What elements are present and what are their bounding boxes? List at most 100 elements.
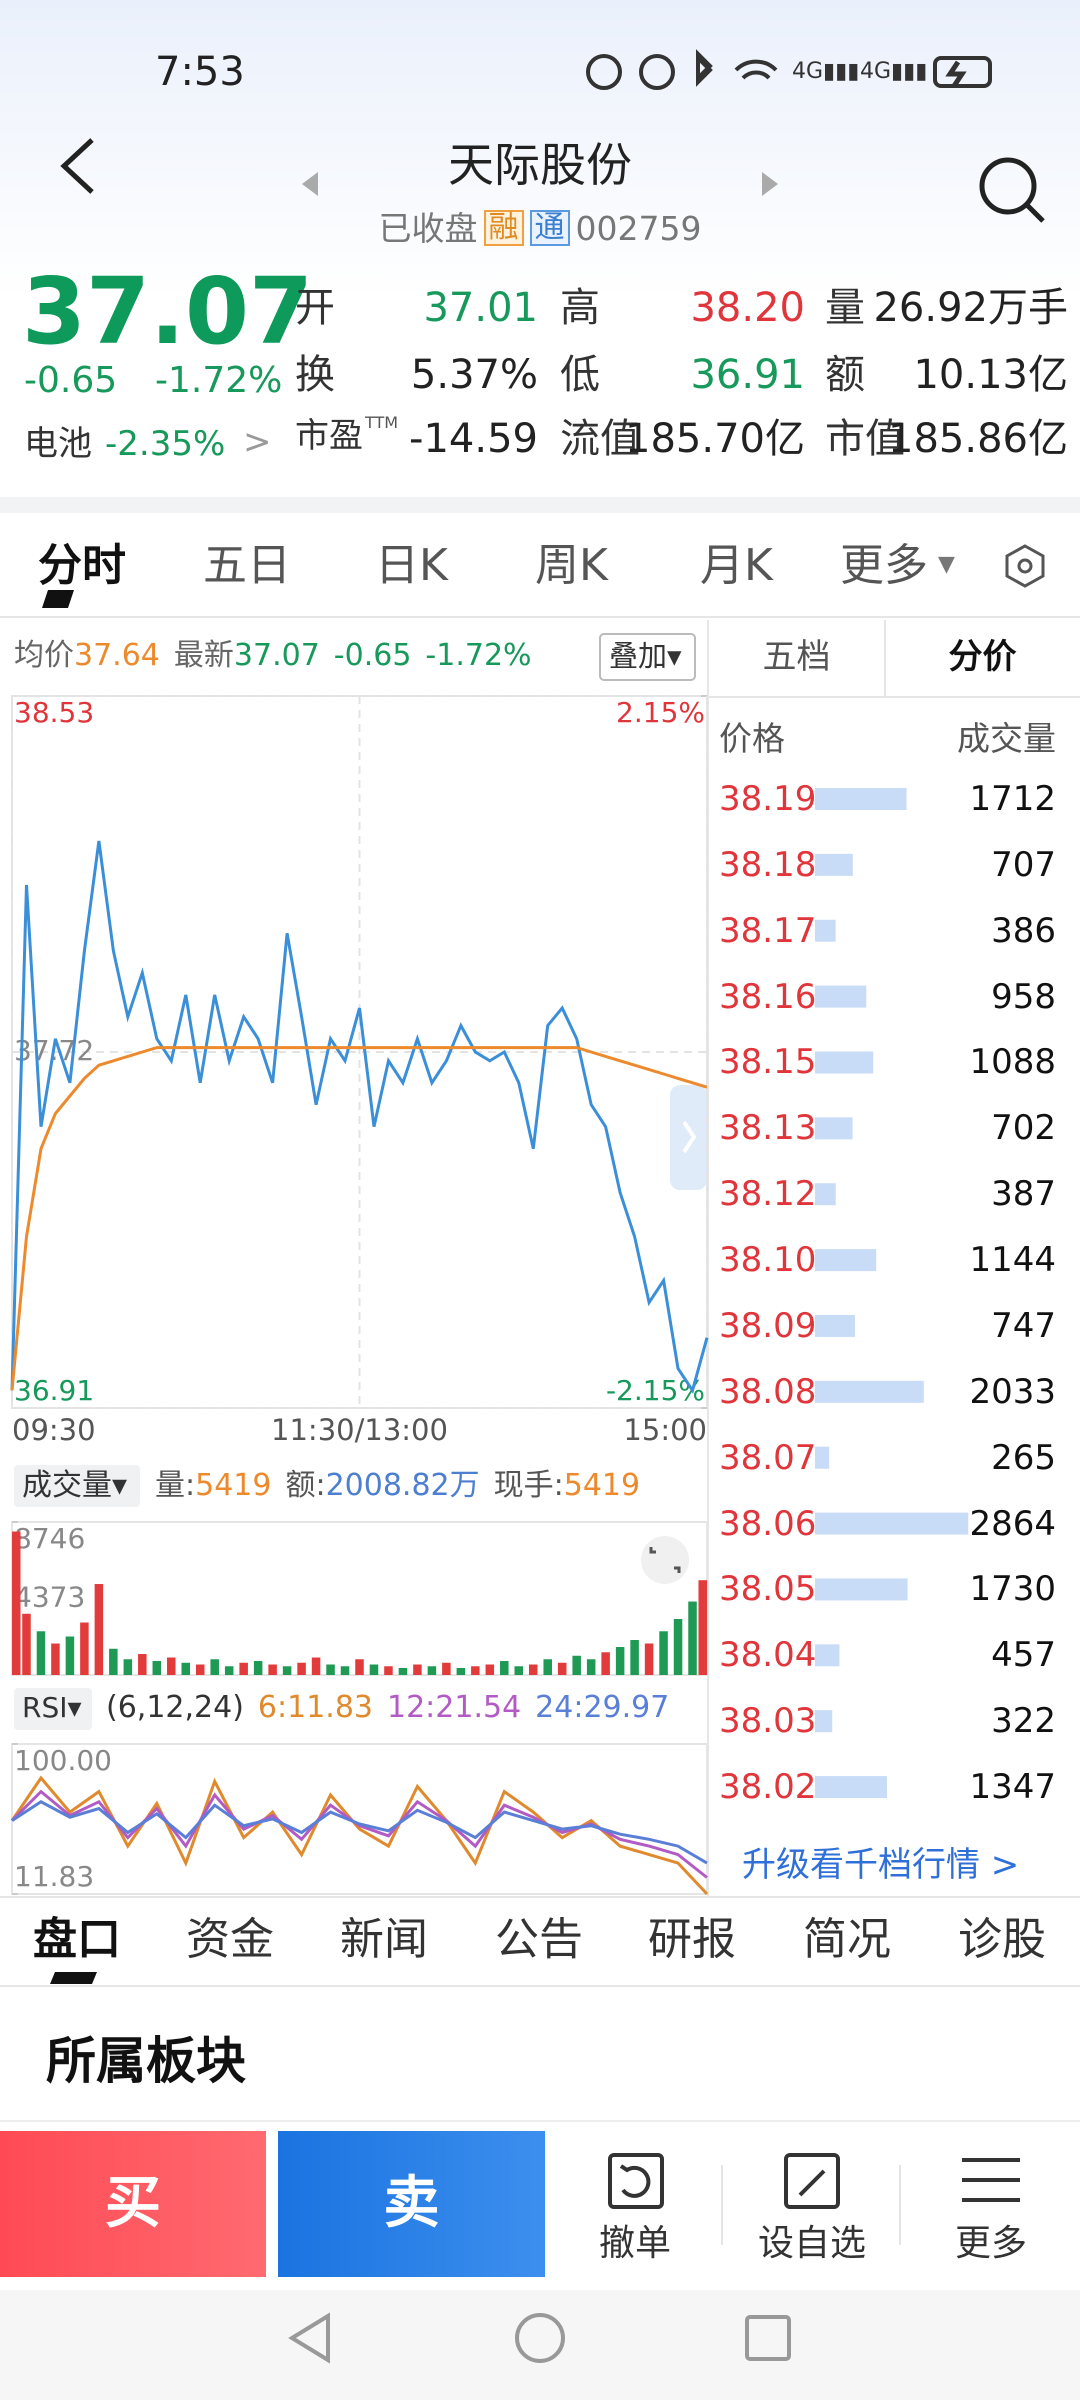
row-volume: 707: [991, 844, 1056, 885]
plot-frame: [11, 1743, 708, 1895]
volume-bar: [311, 1657, 321, 1675]
column-header: 价格: [719, 719, 785, 758]
section-title: 所属板块: [46, 2032, 246, 2090]
buy-button[interactable]: [0, 2131, 266, 2277]
volume-bar: [815, 1578, 908, 1601]
period-tab[interactable]: 日K: [375, 540, 448, 591]
row-price: 38.19: [719, 779, 817, 819]
volume-bar: [514, 1666, 524, 1675]
overlay-button[interactable]: [599, 633, 696, 681]
volume-bar: [815, 1446, 830, 1469]
volume-bar: [384, 1666, 393, 1675]
volume-bar: [138, 1654, 147, 1675]
panel-tab[interactable]: 分价: [948, 637, 1017, 677]
volume-bar: [94, 1584, 104, 1675]
legend-label: 现手:: [493, 1468, 564, 1503]
row-price: 38.18: [719, 844, 817, 885]
volume-bar: [297, 1662, 306, 1675]
panel-tab[interactable]: 五档: [762, 637, 831, 677]
detail-tab[interactable]: 盘口: [33, 1914, 121, 1965]
field-label: 额: [825, 352, 865, 398]
volume-bar: [210, 1659, 219, 1675]
action-label[interactable]: 撤单: [598, 2223, 671, 2264]
field-value: 5.37%: [410, 352, 538, 398]
series-line: [10, 1046, 708, 1391]
volume-bar: [815, 1512, 969, 1535]
status-icons: [586, 49, 992, 90]
volume-selector[interactable]: [14, 1465, 140, 1507]
row-price: 38.03: [719, 1701, 817, 1742]
sell-label[interactable]: 卖: [383, 2171, 440, 2236]
row-price: 38.04: [719, 1635, 817, 1676]
volume-bar: [195, 1664, 205, 1675]
detail-tab[interactable]: 新闻: [340, 1914, 428, 1965]
volume-bar: [471, 1666, 480, 1675]
expand-button[interactable]: [641, 1536, 689, 1584]
overlay-label[interactable]: 叠加▾: [609, 639, 682, 673]
volume-bar: [543, 1659, 552, 1675]
row-volume: 457: [991, 1635, 1056, 1676]
selector-text: 成交量: [22, 1468, 112, 1503]
sell-button[interactable]: [278, 2131, 545, 2277]
action-label[interactable]: 设自选: [757, 2223, 866, 2264]
period-tab[interactable]: 五日: [203, 540, 291, 591]
field-value: 185.70亿: [625, 416, 805, 462]
back-button[interactable]: [60, 138, 94, 194]
legend-entry: 24:29.97: [535, 1690, 670, 1725]
volume-bar: [369, 1664, 379, 1675]
row-price: 38.17: [719, 910, 817, 951]
row-price: 38.15: [719, 1042, 817, 1083]
nav-back[interactable]: [288, 2312, 330, 2364]
prev-stock[interactable]: [302, 172, 318, 196]
upgrade-link[interactable]: 升级看千档行情 >: [742, 1845, 1020, 1885]
volume-bar: [282, 1666, 292, 1675]
period-tab[interactable]: 月K: [700, 540, 773, 591]
series-line: [11, 1800, 708, 1865]
dropdown-caret: ▼: [938, 552, 955, 577]
volume-bar: [572, 1655, 581, 1675]
y2-tick-label: -2.15%: [606, 1374, 705, 1407]
sector-change[interactable]: -2.35%: [105, 424, 226, 464]
expand-icon: [649, 1547, 681, 1573]
field-value: -14.59: [409, 416, 538, 462]
volume-bar: [36, 1631, 46, 1675]
detail-tab[interactable]: 公告: [495, 1914, 583, 1965]
detail-tab[interactable]: 简况: [803, 1914, 891, 1965]
legend-change: -0.65: [333, 638, 412, 673]
panel-toggle[interactable]: [670, 1085, 707, 1190]
period-tab[interactable]: 周K: [535, 540, 608, 591]
settings-icon[interactable]: [1005, 544, 1045, 588]
row-price: 38.05: [719, 1569, 817, 1610]
series-line: [10, 840, 709, 1394]
tab-indicator: [42, 590, 74, 608]
indicator-selector[interactable]: [14, 1688, 92, 1730]
volume-bar: [586, 1659, 596, 1675]
field-value: 185.86亿: [888, 416, 1068, 462]
detail-tab[interactable]: 资金: [186, 1914, 274, 1965]
nav-home[interactable]: [515, 2313, 565, 2363]
detail-tab[interactable]: 研报: [648, 1914, 736, 1965]
period-tab[interactable]: 分时: [38, 540, 126, 591]
panel-toggle-arrow: [682, 1120, 697, 1154]
indicator-selector-label[interactable]: RSI▾: [22, 1691, 82, 1724]
buy-label[interactable]: 买: [105, 2171, 161, 2236]
nav-recent[interactable]: [745, 2315, 791, 2361]
volume-bar: [815, 1117, 853, 1140]
row-volume: 747: [991, 1305, 1056, 1346]
legend-entry: 12:21.54: [387, 1690, 522, 1725]
search-button[interactable]: [979, 157, 1045, 223]
legend-label: 量:: [155, 1468, 196, 1503]
period-tab[interactable]: 更多: [840, 540, 928, 591]
action-icons: [608, 2153, 1020, 2209]
volume-bar: [815, 1183, 836, 1206]
next-stock[interactable]: [762, 172, 778, 196]
y-tick-label: 11.83: [14, 1860, 94, 1893]
field-value: 36.91: [690, 352, 805, 398]
field-value: 26.92万手: [873, 285, 1068, 331]
volume-bar: [815, 1314, 855, 1337]
row-volume: 265: [991, 1437, 1056, 1478]
volume-selector-label[interactable]: 成交量▾: [22, 1468, 128, 1503]
action-label[interactable]: 更多: [954, 2223, 1027, 2264]
detail-tab[interactable]: 诊股: [958, 1914, 1046, 1965]
